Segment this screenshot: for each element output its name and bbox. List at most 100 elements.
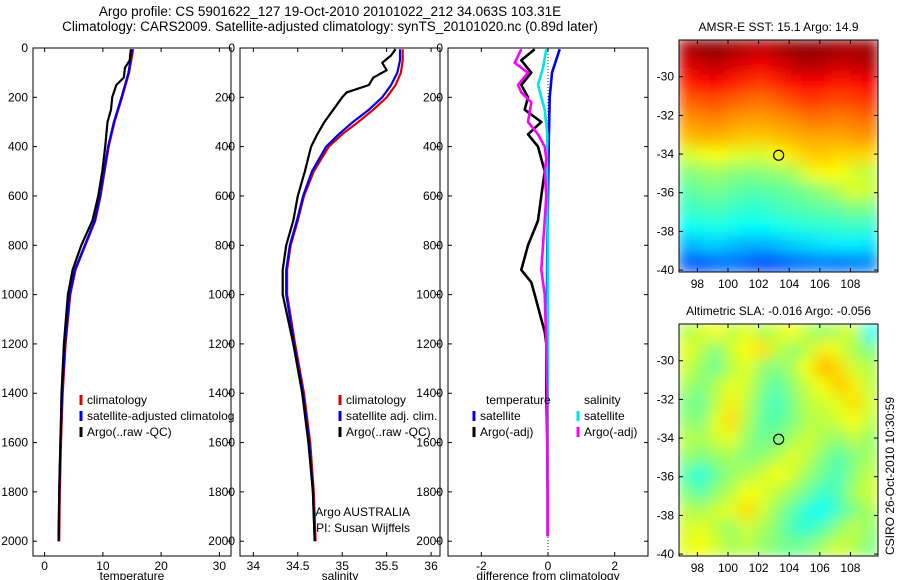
map-cell — [693, 181, 711, 202]
map-cell — [769, 447, 788, 468]
map-cell — [831, 40, 849, 59]
map-cell — [831, 324, 849, 343]
map-cell — [831, 465, 849, 486]
map-cell — [769, 340, 788, 361]
map-cell — [723, 430, 742, 450]
map-cell — [831, 163, 849, 184]
map-cell — [846, 163, 864, 184]
map-cell — [785, 430, 803, 450]
map-cell — [754, 447, 772, 468]
map-cell — [800, 376, 818, 397]
map-cell — [693, 40, 711, 59]
map-cell — [708, 376, 726, 397]
map-cell — [693, 537, 711, 556]
map-cell — [679, 465, 696, 486]
map-cell — [679, 340, 696, 361]
x-tick-label: -2 — [476, 559, 487, 573]
climatology-title: Climatology: CARS2009. Satellite-adjuste… — [62, 19, 598, 34]
y-tick-label: 0 — [228, 41, 235, 55]
map-cell — [785, 74, 803, 95]
map-cell — [815, 217, 834, 238]
map-cell — [723, 56, 742, 77]
y-tick-label: -32 — [657, 392, 675, 406]
x-tick-label: 104 — [779, 277, 799, 291]
map-cell — [679, 412, 696, 432]
x-tick-label: 106 — [810, 277, 830, 291]
map-title: Altimetric SLA: -0.016 Argo: -0.056 — [686, 304, 871, 318]
map-cell — [679, 217, 696, 238]
map-cell — [708, 253, 726, 272]
y-tick-label: 1600 — [1, 436, 28, 450]
map-cell — [769, 128, 788, 148]
map-cell — [723, 217, 742, 238]
x-tick-label: 34 — [247, 559, 261, 573]
map-cell — [754, 324, 772, 343]
map-cell — [769, 217, 788, 238]
side-timestamp-label: CSIRO 26-Oct-2010 10:30:59 — [883, 397, 897, 555]
map-cell — [861, 412, 878, 432]
map-cell — [785, 537, 803, 556]
map-cell — [800, 324, 818, 343]
map-cell — [679, 128, 696, 148]
map-cell — [679, 394, 696, 415]
map-cell — [846, 412, 864, 432]
map-cell — [693, 324, 711, 343]
series-salinity-argo-adj- — [513, 48, 550, 537]
map-cell — [679, 146, 696, 166]
map-cell — [739, 394, 757, 415]
map-cell — [831, 412, 849, 432]
map-cell — [693, 235, 711, 256]
map-cell — [769, 324, 788, 343]
map-cell — [831, 235, 849, 256]
map-cell — [831, 376, 849, 397]
map-cell — [800, 519, 818, 540]
map-cell — [739, 430, 757, 450]
map-cell — [831, 483, 849, 504]
y-tick-label: -38 — [657, 224, 675, 238]
map-cell — [861, 217, 878, 238]
map-cell — [739, 199, 757, 220]
map-cell — [693, 376, 711, 397]
x-tick-label: 102 — [749, 561, 769, 575]
y-tick-label: 2000 — [416, 534, 443, 548]
map-cell — [739, 447, 757, 468]
map-cell — [815, 199, 834, 220]
map-cell — [708, 537, 726, 556]
x-tick-label: 35.5 — [375, 559, 399, 573]
map-cell — [739, 181, 757, 202]
map-cell — [708, 340, 726, 361]
y-tick-label: 1000 — [1, 288, 28, 302]
map-cell — [693, 199, 711, 220]
map-cell — [861, 430, 878, 450]
map-cell — [679, 56, 696, 77]
map-cell — [815, 430, 834, 450]
map-cell — [723, 376, 742, 397]
map-cell — [723, 235, 742, 256]
map-cell — [785, 340, 803, 361]
y-tick-label: -34 — [657, 431, 675, 445]
y-tick-label: -38 — [657, 508, 675, 522]
argo-position-marker — [773, 149, 785, 161]
map-cell — [723, 501, 742, 522]
map-cell — [800, 447, 818, 468]
map-cell — [739, 92, 757, 113]
y-tick-label: -30 — [657, 70, 675, 84]
series-argo-raw-qc- — [57, 49, 132, 542]
map-cell — [739, 501, 757, 522]
map-cell — [723, 465, 742, 486]
legend-label: satellite-adjusted climatolog — [87, 409, 234, 423]
map-cell — [693, 519, 711, 540]
map-cell — [815, 40, 834, 59]
y-tick-label: 200 — [8, 90, 28, 104]
map-cell — [785, 235, 803, 256]
map-cell — [800, 163, 818, 184]
map-cell — [831, 217, 849, 238]
map-cell — [739, 128, 757, 148]
map-cell — [679, 110, 696, 131]
map-cell — [693, 430, 711, 450]
map-cell — [846, 358, 864, 379]
map-cell — [754, 146, 772, 166]
map-cell — [831, 128, 849, 148]
map-cell — [831, 519, 849, 540]
map-cell — [754, 430, 772, 450]
